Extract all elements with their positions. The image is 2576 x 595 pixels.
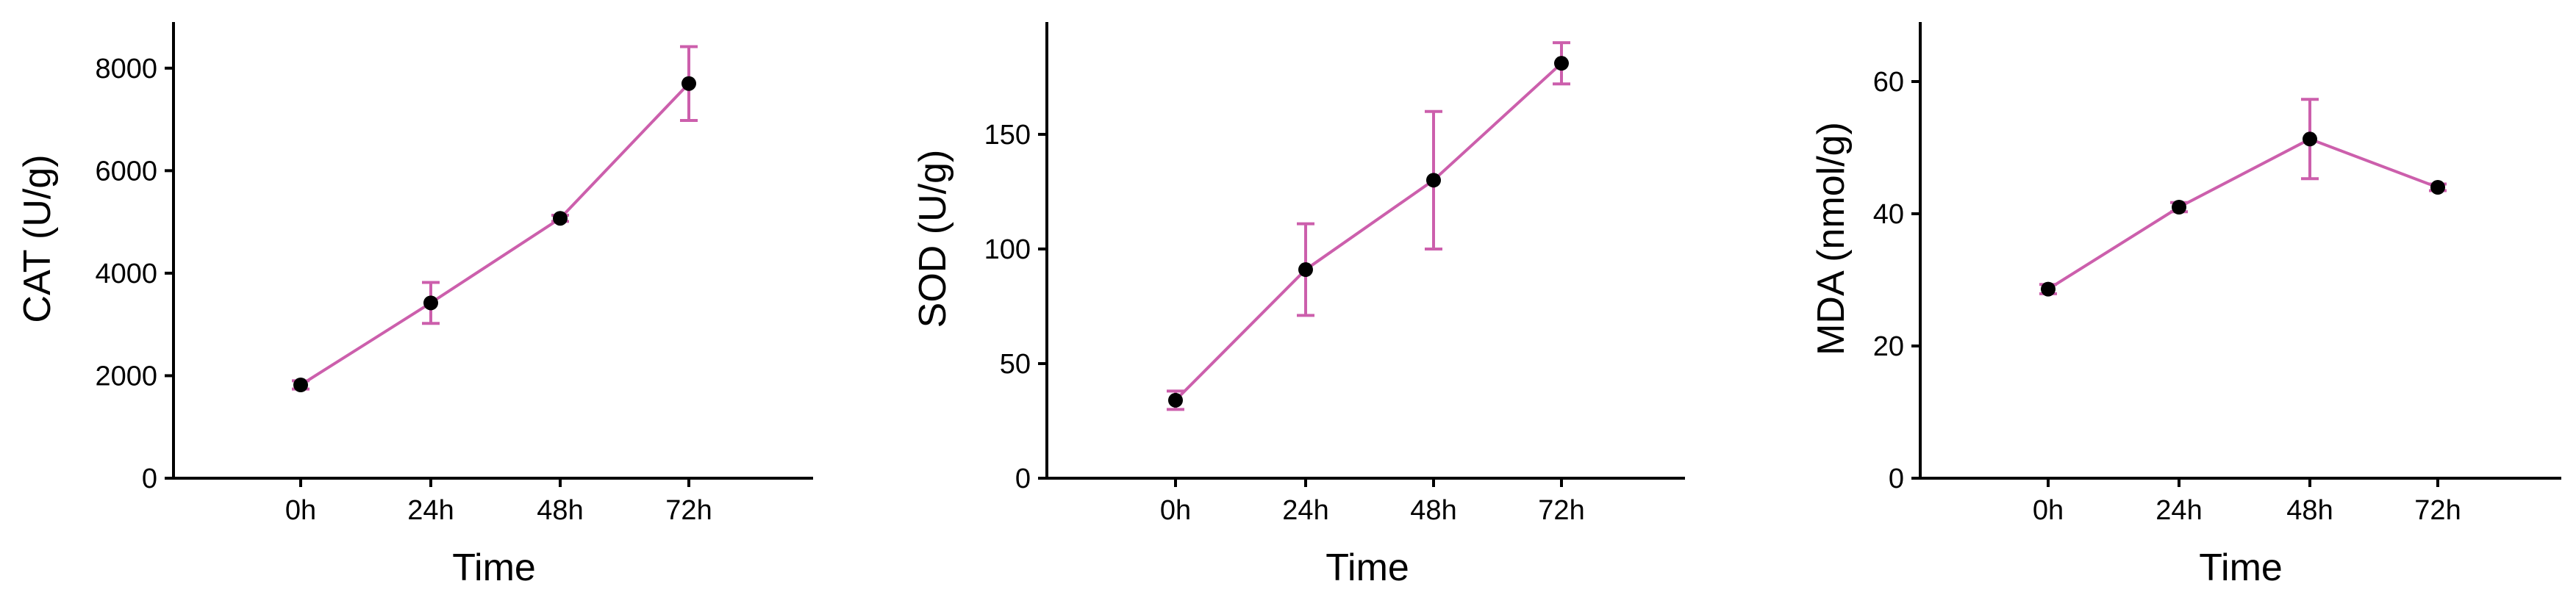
mda-data-point [2172,200,2186,214]
cat-data-point [423,295,438,311]
cat-y-tick-label: 4000 [95,259,157,289]
mda-x-tick-label: 24h [2155,495,2202,526]
cat-y-axis-title: CAT (U/g) [16,154,59,322]
sod-y-tick-label: 0 [1015,464,1031,494]
cat-data-point [293,378,308,393]
mda-y-axis-title: MDA (nmol/g) [1810,122,1853,356]
cat-x-tick-label: 24h [407,495,454,526]
sod-y-tick-label: 50 [1000,349,1031,380]
mda-chart-panel: MDA (nmol/g) Time 0 20 40 60 0h 24h 48h 72h [1810,22,2561,589]
cat-x-tick-label: 72h [665,495,712,526]
mda-data-point [2041,281,2056,297]
sod-data-point [1168,392,1183,408]
sod-x-axis-title: Time [1325,547,1409,589]
mda-y-tick-label: 60 [1873,67,1904,98]
mda-y-tick-label: 20 [1873,331,1904,362]
cat-y-tick-label: 6000 [95,156,157,187]
sod-chart-panel: SOD (U/g) Time 0 50 100 150 0h 24h 48h 72h [912,22,1685,589]
mda-y-tick-label: 0 [1889,464,1904,494]
sod-y-tick-label: 150 [984,120,1031,151]
cat-series-line [299,82,690,386]
sod-data-point [1554,56,1569,71]
cat-data-point [681,76,696,91]
cat-y-tick-label: 0 [142,464,157,494]
mda-x-axis-title: Time [2199,547,2283,589]
sod-y-tick-label: 100 [984,234,1031,265]
sod-x-tick-label: 72h [1538,495,1584,526]
sod-x-tick-label: 0h [1160,495,1191,526]
sod-y-axis-title: SOD (U/g) [912,150,954,328]
mda-x-tick-label: 72h [2414,495,2461,526]
mda-data-point [2430,180,2445,195]
sod-x-tick-label: 48h [1410,495,1456,526]
cat-chart-panel: CAT (U/g) Time 0 2000 4000 6000 8000 0h 24h 48h… [16,22,813,589]
mda-series-line [2047,137,2439,291]
cat-data-point [553,211,568,226]
cat-x-axis-title: Time [452,547,536,589]
cat-y-tick-label: 2000 [95,361,157,392]
sod-x-tick-label: 24h [1282,495,1328,526]
cat-x-tick-label: 48h [537,495,583,526]
sod-data-point [1426,173,1441,188]
mda-data-point [2303,131,2317,147]
mda-y-tick-label: 40 [1873,199,1904,230]
mda-x-tick-label: 48h [2286,495,2333,526]
cat-x-tick-label: 0h [285,495,316,526]
cat-y-tick-label: 8000 [95,54,157,84]
sod-series-line [1174,62,1563,402]
sod-data-point [1298,262,1313,278]
mda-x-tick-label: 0h [2033,495,2064,526]
